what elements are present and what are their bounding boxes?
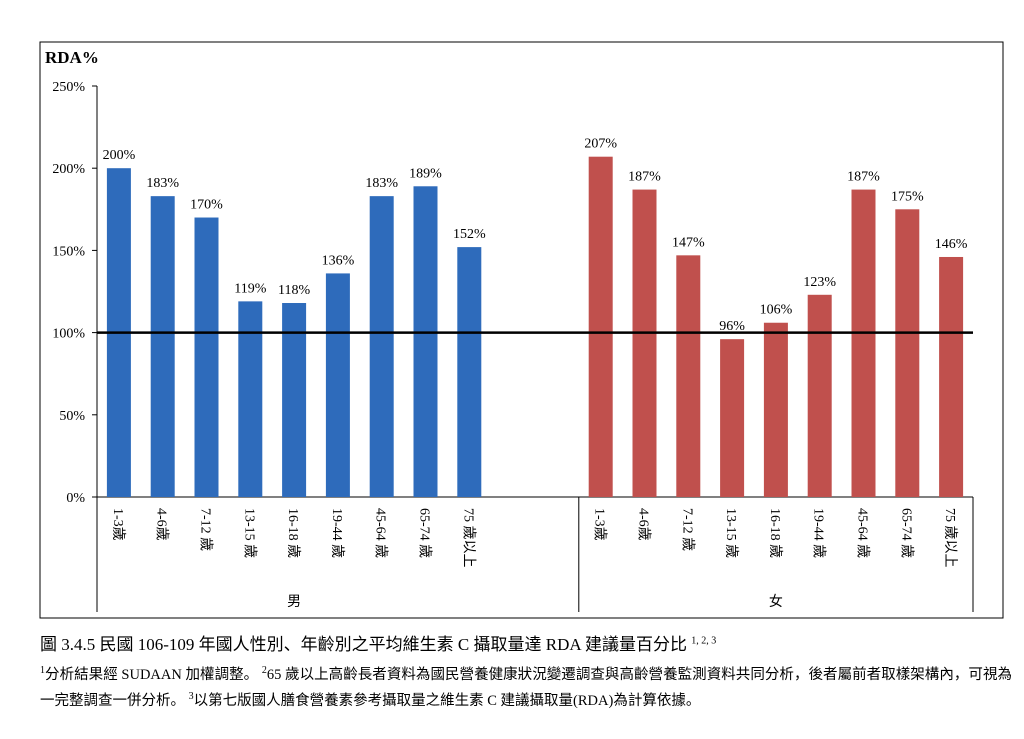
x-tick-label: 13-15 歲 — [241, 508, 257, 558]
bar — [676, 255, 701, 497]
bar — [939, 256, 964, 497]
x-tick-label: 75 歲以上 — [942, 508, 958, 568]
value-label: 170% — [190, 198, 223, 213]
value-label: 106% — [760, 303, 793, 318]
value-label: 152% — [453, 227, 486, 242]
x-tick-label: 16-18 歲 — [767, 508, 783, 558]
note-text: 分析結果經 SUDAAN 加權調整。 — [45, 666, 259, 683]
bar — [851, 189, 876, 497]
value-label: 118% — [278, 283, 310, 298]
y-tick-label: 250% — [52, 80, 85, 95]
x-tick-label: 1-3歲 — [110, 508, 126, 541]
bar — [150, 196, 175, 497]
bar — [763, 322, 788, 497]
bar — [413, 186, 438, 497]
bar — [895, 209, 920, 498]
x-tick-label: 7-12 歲 — [198, 508, 214, 551]
x-tick-label: 13-15 歲 — [723, 508, 739, 558]
value-label: 207% — [584, 137, 617, 152]
value-label: 183% — [146, 176, 179, 191]
caption: 圖 3.4.5 民國 106-109 年國人性別、年齡別之平均維生素 C 攝取量… — [40, 630, 716, 655]
x-tick-label: 1-3歲 — [592, 508, 608, 541]
y-tick-label: 50% — [59, 409, 85, 424]
bar — [588, 156, 613, 497]
value-label: 187% — [847, 170, 880, 185]
y-tick-label: 150% — [52, 244, 85, 259]
chart-frame — [39, 41, 1004, 619]
y-tick-label: 200% — [52, 162, 85, 177]
bar — [457, 247, 482, 497]
note-sup: 2 — [261, 665, 267, 676]
value-label: 175% — [891, 189, 924, 204]
x-tick-label: 7-12 歲 — [679, 508, 695, 551]
x-tick-label: 19-44 歲 — [329, 508, 345, 558]
bar — [282, 303, 307, 497]
value-label: 187% — [628, 170, 661, 185]
x-tick-label: 45-64 歲 — [373, 508, 389, 558]
notes: 1分析結果經 SUDAAN 加權調整。 265 歲以上高齡長者資料為國民營養健康… — [40, 660, 1012, 712]
value-label: 146% — [935, 237, 968, 252]
x-tick-label: 65-74 歲 — [417, 508, 433, 558]
note-sup: 3 — [188, 690, 194, 702]
value-label: 147% — [672, 235, 705, 250]
bar — [238, 301, 263, 497]
value-label: 119% — [234, 281, 266, 296]
value-label: 189% — [409, 166, 442, 181]
caption-text: 圖 3.4.5 民國 106-109 年國人性別、年齡別之平均維生素 C 攝取量… — [40, 635, 687, 654]
y-tick-label: 0% — [66, 491, 85, 506]
x-tick-label: 4-6歲 — [636, 508, 652, 541]
value-label: 200% — [103, 148, 136, 163]
value-label: 96% — [719, 319, 745, 334]
bar — [720, 339, 745, 497]
bar — [369, 196, 394, 497]
x-tick-label: 75 歲以上 — [460, 508, 476, 568]
value-label: 123% — [803, 275, 836, 290]
bar — [807, 294, 832, 497]
value-label: 183% — [365, 176, 398, 191]
note-text: 65 歲以上高齡長者資料為國民營養健康狀況變遷調查與高齡營養監測資料共同分析，後… — [40, 666, 1013, 709]
x-tick-label: 4-6歲 — [154, 508, 170, 541]
y-axis-label: RDA% — [45, 48, 99, 67]
bar — [194, 217, 219, 497]
x-tick-label: 45-64 歲 — [855, 508, 871, 558]
bar — [632, 189, 657, 497]
value-label: 136% — [322, 253, 355, 268]
chart: RDA% 0% 50% 100% 150% 200% 250% 男 200% 1-3歲 183% 4… — [39, 41, 1004, 619]
group-label: 女 — [769, 593, 783, 610]
x-tick-label: 19-44 歲 — [811, 508, 827, 558]
bar — [325, 273, 350, 497]
note-text: 以第七版國人膳食營養素參考攝取量之維生素 C 建議攝取量(RDA)為計算依據。 — [193, 692, 701, 709]
x-tick-label: 16-18 歲 — [285, 508, 301, 558]
caption-sup: 1, 2, 3 — [691, 635, 717, 647]
note-sup: 1 — [40, 665, 45, 676]
x-tick-label: 65-74 歲 — [898, 508, 914, 558]
y-tick-label: 100% — [52, 327, 85, 342]
group-label: 男 — [287, 595, 301, 610]
